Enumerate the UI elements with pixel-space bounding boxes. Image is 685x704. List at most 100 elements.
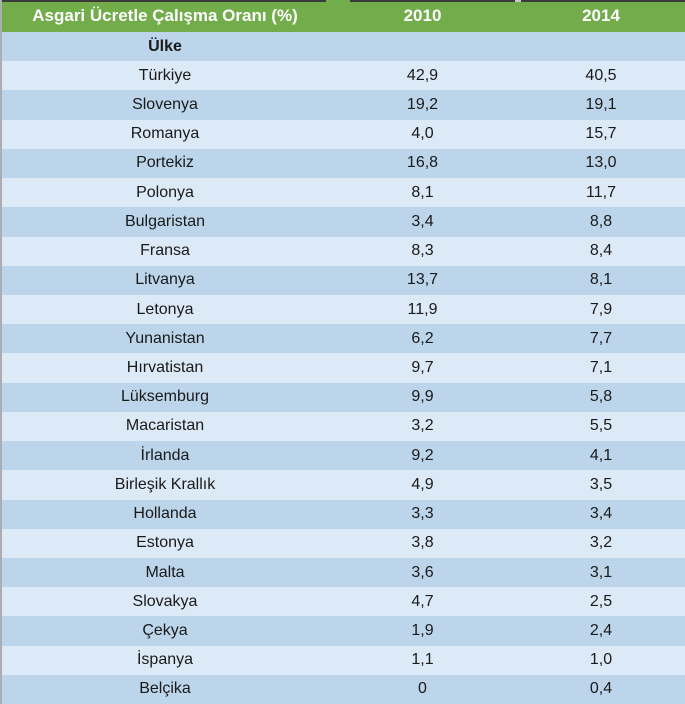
table-row: Bulgaristan 3,4 8,8: [2, 207, 685, 237]
table-row: Malta 3,6 3,1: [2, 557, 685, 588]
value-2014-cell: 2,5: [589, 592, 613, 610]
country-name-cell: Letonya: [136, 300, 194, 318]
value-2014-cell: 3,5: [589, 475, 613, 493]
table-header-row: Asgari Ücretle Çalışma Oranı (%) 2010 20…: [2, 0, 685, 32]
table-row: Hırvatistan 9,7 7,1: [2, 353, 685, 383]
table-row: Macaristan 3,2 5,5: [2, 411, 685, 442]
country-name-cell: İrlanda: [140, 446, 190, 464]
value-2014-cell: 8,1: [589, 271, 613, 289]
value-2010-cell: 13,7: [406, 271, 439, 289]
value-2014-cell: 3,1: [589, 563, 613, 581]
table-row: Estonya 3,8 3,2: [2, 528, 685, 558]
country-name-cell: Bulgaristan: [124, 212, 206, 230]
value-2010-cell: 9,7: [411, 359, 434, 377]
top-border-gap: [326, 0, 350, 2]
top-border-segment: [2, 0, 326, 2]
table-row: Fransa 8,3 8,4: [2, 236, 685, 266]
value-2010-cell: 1,9: [411, 621, 434, 639]
value-2010-cell: 0: [418, 680, 427, 698]
value-2010-cell: 3,8: [411, 534, 434, 552]
column-header-2014: 2014: [582, 6, 620, 25]
value-2010-cell: 3,4: [411, 212, 434, 230]
value-2010-cell: 1,1: [411, 651, 434, 669]
table-top-border: [2, 0, 685, 2]
country-name-cell: Estonya: [136, 534, 194, 552]
table-row: Slovakya 4,7 2,5: [2, 587, 685, 617]
value-2010-cell: 4,7: [411, 592, 434, 610]
value-2014-cell: 2,4: [589, 621, 613, 639]
country-name-cell: Romanya: [130, 125, 200, 143]
table-row: Türkiye 42,9 40,5: [2, 61, 685, 91]
country-name-cell: Slovakya: [132, 592, 198, 610]
country-name-cell: Hollanda: [133, 505, 197, 523]
value-2010-cell: 3,6: [411, 563, 434, 581]
top-border-gap: [515, 0, 521, 2]
subheader-ulke-label: Ülke: [148, 37, 182, 55]
value-2010-cell: 8,1: [411, 183, 434, 201]
country-name-cell: Portekiz: [136, 154, 194, 172]
table-row: Portekiz 16,8 13,0: [2, 148, 685, 179]
value-2014-cell: 4,1: [589, 446, 613, 464]
value-2014-cell: 19,1: [585, 96, 617, 114]
country-name-cell: Fransa: [140, 242, 190, 260]
value-2010-cell: 3,3: [411, 505, 434, 523]
value-2010-cell: 6,2: [411, 329, 434, 347]
table-row: Lüksemburg 9,9 5,8: [2, 382, 685, 412]
column-header-2010: 2010: [403, 6, 442, 25]
country-name-cell: Çekya: [142, 621, 188, 639]
value-2014-cell: 40,5: [585, 66, 617, 84]
country-name-cell: Polonya: [136, 183, 194, 201]
country-name-cell: Litvanya: [135, 271, 195, 289]
value-2014-cell: 0,4: [589, 680, 613, 698]
value-2014-cell: 3,4: [589, 505, 613, 523]
value-2014-cell: 5,5: [589, 417, 613, 435]
country-name-cell: Belçika: [139, 680, 191, 698]
value-2010-cell: 4,0: [411, 125, 434, 143]
value-2014-cell: 3,2: [589, 534, 613, 552]
table-row: Belçika 0 0,4: [2, 674, 685, 704]
subheader-row: Ülke: [2, 32, 685, 62]
value-2014-cell: 11,7: [586, 183, 616, 201]
table-row: Letonya 11,9 7,9: [2, 294, 685, 325]
country-name-cell: Hırvatistan: [126, 359, 204, 377]
country-name-cell: Yunanistan: [125, 329, 205, 347]
value-2010-cell: 3,2: [411, 417, 434, 435]
value-2014-cell: 13,0: [585, 154, 617, 172]
value-2014-cell: 7,7: [589, 329, 613, 347]
value-2014-cell: 7,9: [589, 300, 613, 318]
country-name-cell: Malta: [145, 563, 185, 581]
table-row: Hollanda 3,3 3,4: [2, 499, 685, 529]
subheader-empty-cell: [328, 32, 517, 61]
value-2010-cell: 8,3: [411, 242, 434, 260]
value-2010-cell: 9,2: [411, 446, 434, 464]
value-2014-cell: 5,8: [589, 388, 613, 406]
table-title: Asgari Ücretle Çalışma Oranı (%): [32, 6, 298, 25]
value-2014-cell: 15,7: [585, 125, 617, 143]
value-2010-cell: 11,9: [407, 300, 438, 318]
value-2010-cell: 4,9: [411, 475, 434, 493]
top-border-segment: [350, 0, 515, 2]
country-name-cell: İspanya: [136, 651, 194, 669]
country-name-cell: Slovenya: [132, 96, 198, 114]
table-row: Romanya 4,0 15,7: [2, 119, 685, 149]
table-body: Ülke Türkiye 42,9 40,5 Slovenya 19,2 19,…: [2, 32, 685, 704]
value-2010-cell: 42,9: [406, 66, 439, 84]
table-row: İspanya 1,1 1,0: [2, 645, 685, 675]
value-2010-cell: 16,8: [406, 154, 439, 172]
table-row: Polonya 8,1 11,7: [2, 178, 685, 208]
country-name-cell: Birleşik Krallık: [114, 475, 216, 493]
country-name-cell: Lüksemburg: [120, 388, 210, 406]
table-row: Birleşik Krallık 4,9 3,5: [2, 470, 685, 500]
table-row: İrlanda 9,2 4,1: [2, 441, 685, 471]
value-2010-cell: 19,2: [406, 96, 439, 114]
value-2014-cell: 8,4: [589, 242, 613, 260]
country-name-cell: Türkiye: [138, 66, 192, 84]
table-row: Çekya 1,9 2,4: [2, 616, 685, 646]
subheader-empty-cell: [517, 32, 685, 61]
value-2014-cell: 1,0: [589, 651, 613, 669]
value-2014-cell: 8,8: [589, 212, 613, 230]
table-row: Yunanistan 6,2 7,7: [2, 324, 685, 354]
country-name-cell: Macaristan: [125, 417, 205, 435]
value-2010-cell: 9,9: [411, 388, 434, 406]
